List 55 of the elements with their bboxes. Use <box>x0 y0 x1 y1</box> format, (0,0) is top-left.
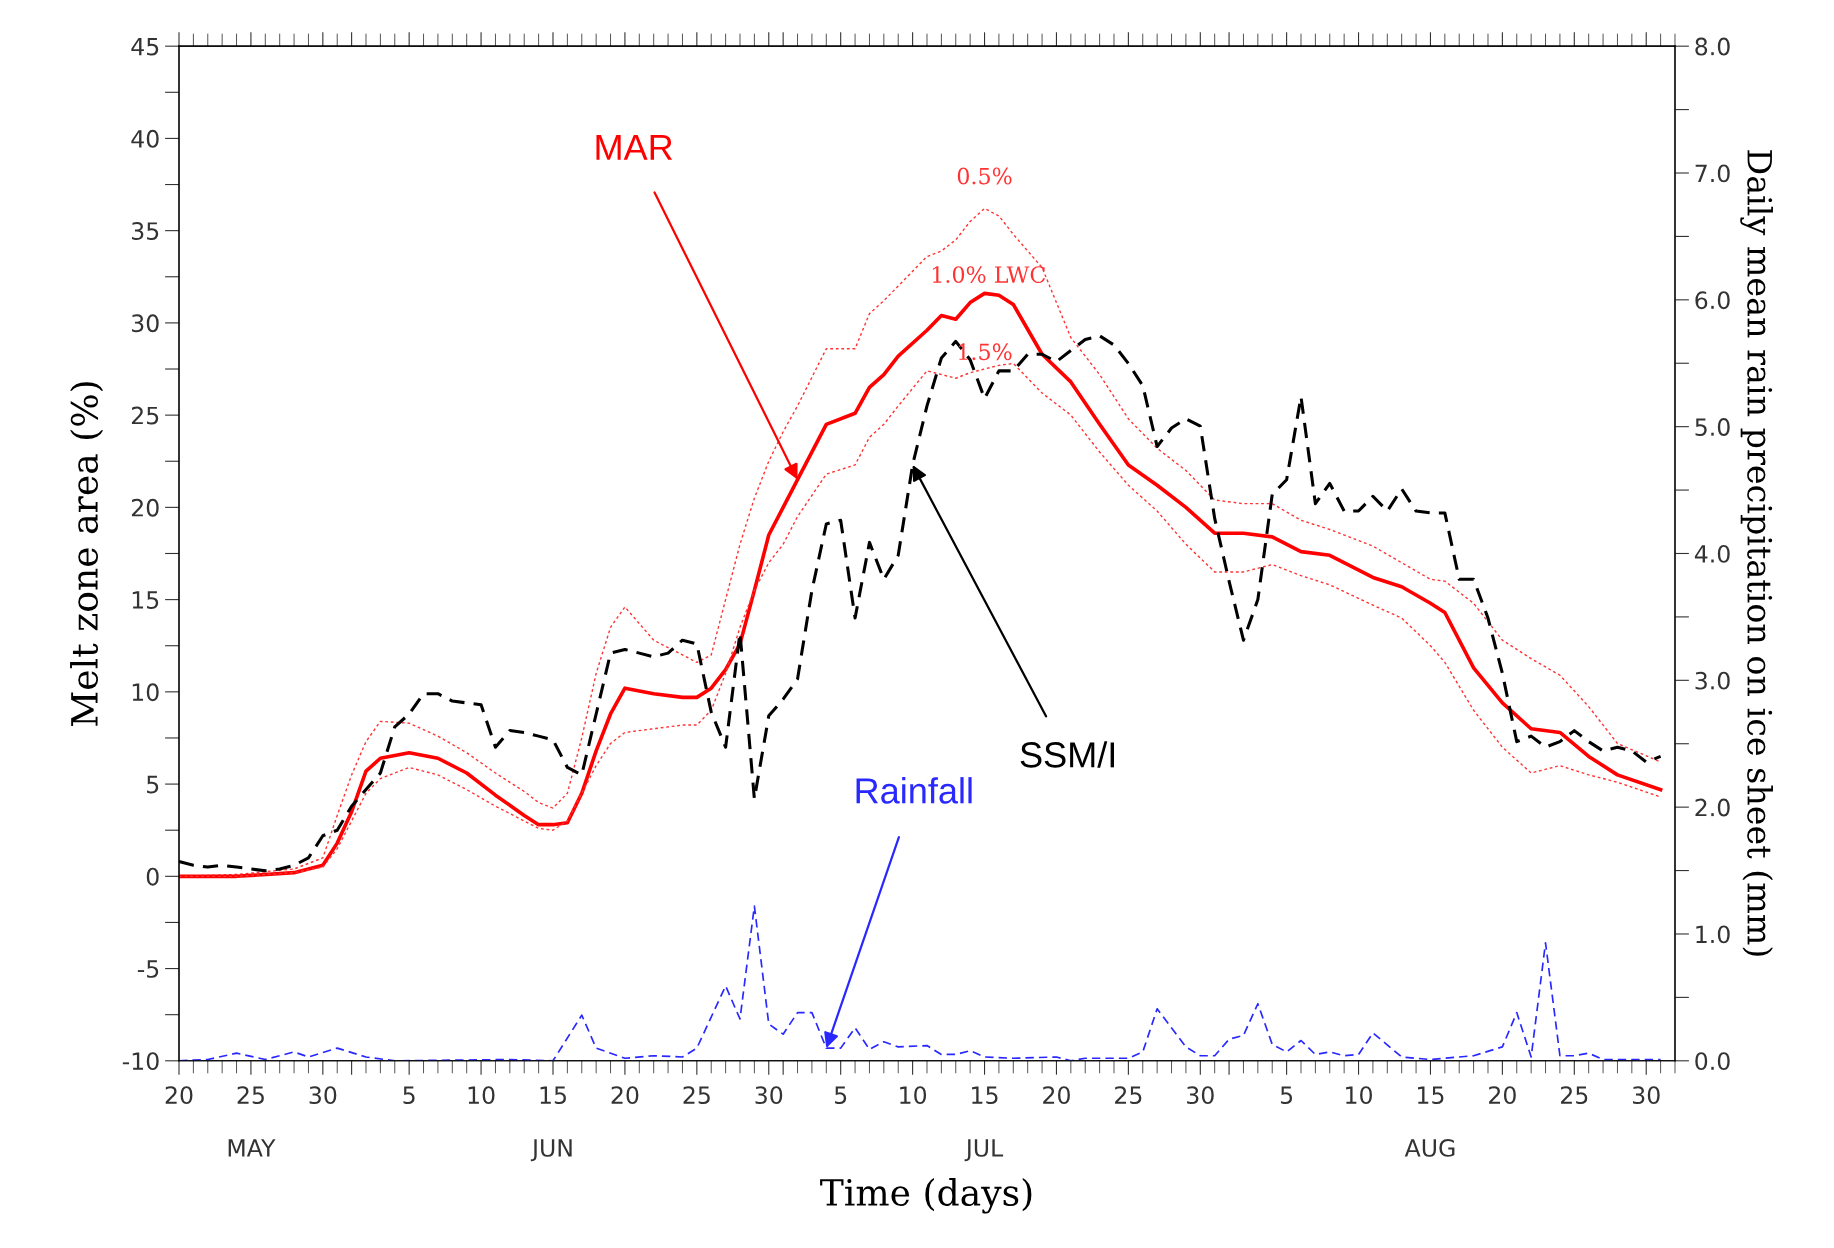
x2-tick-label: MAY <box>228 1139 276 1157</box>
annotation: 1.0% LWC <box>932 266 1046 283</box>
series-label: 1.5% <box>959 343 1012 361</box>
y2-tick-label: 7.0 <box>1695 164 1730 183</box>
y-tick-label: 20 <box>131 498 159 517</box>
x-tick-label: 20 <box>1043 1086 1070 1105</box>
y2-tick-label: 3.0 <box>1695 671 1730 690</box>
y2-tick-label: 1.0 <box>1696 925 1730 944</box>
y2-tick-label: 4.0 <box>1694 544 1730 563</box>
x-tick-label: 20 <box>1489 1086 1516 1105</box>
x-tick-label: 5 <box>403 1086 415 1105</box>
y2-tick-label: 5.0 <box>1695 418 1730 436</box>
y-tick-label: -5 <box>137 960 159 978</box>
x-tick-label: 25 <box>237 1086 264 1105</box>
x-tick-label: 25 <box>683 1086 710 1105</box>
x-tick-label: 30 <box>309 1086 337 1105</box>
x-tick-label: 10 <box>900 1086 927 1105</box>
x-tick-label: 30 <box>755 1086 783 1105</box>
x-tick-label: 15 <box>1418 1086 1444 1105</box>
x2-tick-label: AUG <box>1404 1138 1455 1157</box>
x2-tick-label: JUL <box>964 1139 1004 1162</box>
x-axis-title: Time (days) <box>820 1178 1032 1214</box>
x-tick-label: 25 <box>1561 1086 1588 1105</box>
y-tick-label: 45 <box>131 37 159 56</box>
y2-tick-label: 0.0 <box>1695 1052 1730 1071</box>
x-tick-label: 15 <box>540 1086 566 1105</box>
y-tick-label: 10 <box>132 683 159 702</box>
y-tick-label: 5 <box>147 775 159 794</box>
y-tick-label: 0 <box>146 867 159 886</box>
text: SSM/I <box>1020 741 1114 768</box>
series-label: 0.5% <box>957 167 1012 185</box>
y-axis-title: Melt zone area (%) <box>70 382 104 726</box>
y2-tick-label: 8.0 <box>1695 37 1730 56</box>
x-tick-label: 10 <box>1346 1086 1372 1105</box>
x-tick-label: 30 <box>1187 1086 1214 1105</box>
y-tick-label: 40 <box>131 129 159 148</box>
x-tick-label: 5 <box>1280 1086 1293 1105</box>
y2-tick-label: 2.0 <box>1695 798 1730 817</box>
x-tick-label: 15 <box>972 1086 998 1105</box>
y-tick-label: 30 <box>132 314 159 333</box>
y-tick-label: -10 <box>122 1052 159 1071</box>
x-tick-label: 20 <box>611 1086 639 1105</box>
x-tick-label: 10 <box>468 1086 495 1105</box>
y2-axis-title: Daily mean rain precipitation on ice sheet (mm) <box>1740 150 1773 956</box>
text: MAR <box>596 135 673 160</box>
y-tick-label: 15 <box>132 591 159 609</box>
x-tick-label: 5 <box>835 1086 847 1105</box>
x-tick-label: 25 <box>1115 1086 1142 1105</box>
y-tick-label: 25 <box>131 406 159 425</box>
text: Rainfall <box>856 777 972 804</box>
x-tick-label: 20 <box>165 1086 193 1105</box>
y-tick-label: 35 <box>132 222 159 240</box>
x-tick-label: 30 <box>1633 1086 1660 1105</box>
y2-tick-label: 6.0 <box>1695 291 1730 310</box>
x2-tick-label: JUN <box>530 1139 572 1162</box>
